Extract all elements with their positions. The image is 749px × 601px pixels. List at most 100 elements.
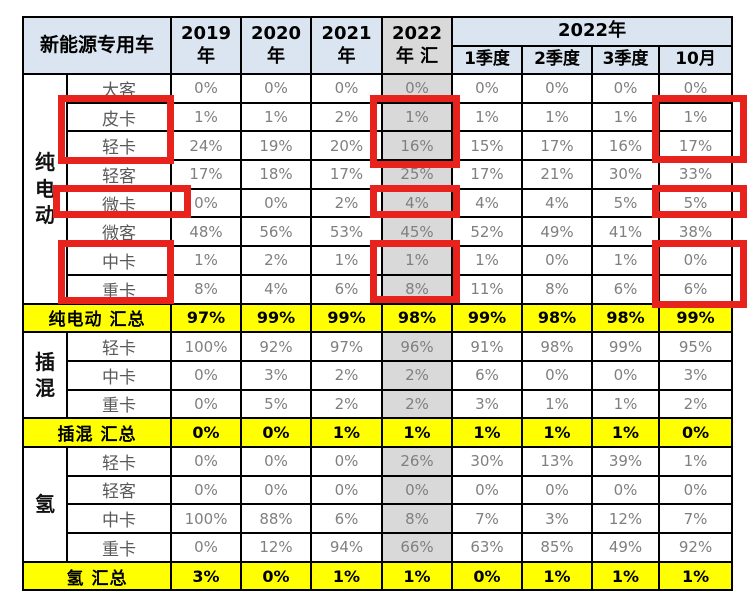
vehicle-type-cell: 轻客 bbox=[65, 159, 173, 190]
summary-value-cell: 0% bbox=[170, 417, 243, 448]
value-cell: 0% bbox=[170, 388, 243, 420]
col-header-2021-line2: 年 bbox=[337, 45, 356, 67]
value-cell: 5% bbox=[591, 187, 661, 219]
value-cell: 1% bbox=[591, 388, 661, 420]
vehicle-type-cell: 大客 bbox=[65, 73, 173, 104]
summary-value-cell: 98% bbox=[521, 302, 594, 334]
value-cell: 30% bbox=[591, 159, 661, 190]
value-cell: 17% bbox=[451, 159, 524, 190]
value-cell: 0% bbox=[240, 445, 313, 477]
value-cell: 0% bbox=[591, 73, 661, 104]
summary-value-cell: 0% bbox=[658, 417, 734, 448]
vehicle-type-cell: 微卡 bbox=[65, 187, 173, 219]
value-cell: 48% bbox=[170, 216, 243, 248]
value-cell: 0% bbox=[310, 445, 384, 477]
value-cell: 56% bbox=[240, 216, 313, 248]
header-row-2: 1季度 2季度 3季度 10月 bbox=[23, 45, 734, 75]
vehicle-type-cell: 轻客 bbox=[65, 474, 173, 506]
col-group-header-2022: 2022年 bbox=[451, 16, 734, 47]
table-row: 轻卡 24% 19% 20% 16% 15% 17% 16% 17% bbox=[23, 130, 734, 162]
value-cell: 3% bbox=[658, 359, 734, 391]
col-header-oct: 10月 bbox=[658, 45, 734, 75]
summary-value-cell: 99% bbox=[658, 302, 734, 334]
vehicle-type-cell: 轻卡 bbox=[65, 130, 173, 162]
col-header-2019: 2019 年 bbox=[170, 16, 243, 75]
value-cell: 4% bbox=[521, 187, 594, 219]
value-cell: 92% bbox=[240, 331, 313, 362]
value-cell: 3% bbox=[451, 388, 524, 420]
vehicle-type-cell: 重卡 bbox=[65, 273, 173, 305]
value-cell: 0% bbox=[170, 532, 243, 563]
vehicle-type-cell: 微客 bbox=[65, 216, 173, 248]
value-cell: 0% bbox=[381, 73, 454, 104]
value-cell: 17% bbox=[310, 159, 384, 190]
value-cell: 20% bbox=[310, 130, 384, 162]
value-cell: 1% bbox=[240, 101, 313, 133]
col-header-2020: 2020 年 bbox=[240, 16, 313, 75]
value-cell: 91% bbox=[451, 331, 524, 362]
summary-value-cell: 1% bbox=[591, 417, 661, 448]
value-cell: 49% bbox=[591, 532, 661, 563]
value-cell: 11% bbox=[451, 273, 524, 305]
value-cell: 0% bbox=[521, 474, 594, 506]
table-row: 微客 48% 56% 53% 45% 52% 49% 41% 38% bbox=[23, 216, 734, 248]
vehicle-type-cell: 皮卡 bbox=[65, 101, 173, 133]
value-cell: 0% bbox=[658, 245, 734, 276]
header-row-1: 新能源专用车 2019 年 2020 年 2021 年 2022 年 汇 202 bbox=[21, 16, 734, 75]
table-row: 纯电动 大客 0% 0% 0% 0% 0% 0% 0% 0% bbox=[22, 73, 734, 305]
value-cell: 8% bbox=[381, 503, 454, 534]
value-cell: 49% bbox=[521, 216, 594, 248]
summary-value-cell: 0% bbox=[240, 560, 313, 592]
value-cell: 0% bbox=[170, 359, 243, 391]
value-cell: 30% bbox=[451, 445, 524, 477]
value-cell: 17% bbox=[658, 130, 734, 162]
col-header-2022-line1: 2022 bbox=[391, 23, 443, 44]
value-cell: 0% bbox=[310, 73, 384, 104]
summary-value-cell: 98% bbox=[381, 302, 454, 334]
col-header-2019-line1: 2019 bbox=[180, 23, 232, 44]
summary-label: 氢 汇总 bbox=[21, 560, 173, 592]
value-cell: 13% bbox=[521, 445, 594, 477]
col-header-2022-cumulative: 2022 年 汇 bbox=[381, 16, 454, 75]
value-cell: 0% bbox=[658, 73, 734, 104]
table-row: 中卡 1% 2% 1% 1% 1% 0% 1% 0% bbox=[23, 245, 734, 276]
value-cell: 7% bbox=[451, 503, 524, 534]
summary-value-cell: 99% bbox=[310, 302, 384, 334]
value-cell: 4% bbox=[381, 187, 454, 219]
summary-label: 插混 汇总 bbox=[21, 417, 173, 448]
summary-row: 纯电动 汇总 97% 99% 99% 98% 99% 98% 98% 99% bbox=[21, 302, 734, 334]
table-row: 轻客 0% 0% 0% 0% 0% 0% 0% 0% bbox=[23, 474, 734, 506]
value-cell: 16% bbox=[591, 130, 661, 162]
col-header-2019-line2: 年 bbox=[197, 45, 216, 67]
col-header-2020-line2: 年 bbox=[267, 45, 286, 67]
value-cell: 92% bbox=[658, 532, 734, 563]
value-cell: 99% bbox=[591, 331, 661, 362]
value-cell: 0% bbox=[591, 474, 661, 506]
value-cell: 97% bbox=[310, 331, 384, 362]
table-row: 重卡 0% 5% 2% 2% 3% 1% 1% 2% bbox=[23, 388, 734, 420]
summary-value-cell: 1% bbox=[521, 417, 594, 448]
table-row: 轻客 17% 18% 17% 25% 17% 21% 30% 33% bbox=[23, 159, 734, 190]
summary-value-cell: 1% bbox=[310, 417, 384, 448]
value-cell: 85% bbox=[521, 532, 594, 563]
summary-value-cell: 99% bbox=[240, 302, 313, 334]
summary-value-cell: 3% bbox=[170, 560, 243, 592]
value-cell: 0% bbox=[521, 359, 594, 391]
value-cell: 1% bbox=[451, 101, 524, 133]
table-row: 中卡 100% 88% 6% 8% 7% 3% 12% 7% bbox=[23, 503, 734, 534]
value-cell: 12% bbox=[591, 503, 661, 534]
value-cell: 0% bbox=[170, 187, 243, 219]
summary-value-cell: 97% bbox=[170, 302, 243, 334]
col-header-2021: 2021 年 bbox=[310, 16, 384, 75]
table-row: 氢轻卡 0% 0% 0% 26% 30% 13% 39% 1% bbox=[22, 445, 734, 563]
col-header-2020-line1: 2020 bbox=[250, 23, 302, 44]
table-row: 中卡 0% 3% 2% 2% 6% 0% 0% 3% bbox=[23, 359, 734, 391]
col-header-q1: 1季度 bbox=[451, 45, 524, 75]
value-cell: 8% bbox=[521, 273, 594, 305]
value-cell: 0% bbox=[451, 73, 524, 104]
table-row: 重卡 8% 4% 6% 8% 11% 8% 6% 6% bbox=[23, 273, 734, 305]
value-cell: 96% bbox=[381, 331, 454, 362]
value-cell: 1% bbox=[381, 245, 454, 276]
value-cell: 2% bbox=[240, 245, 313, 276]
